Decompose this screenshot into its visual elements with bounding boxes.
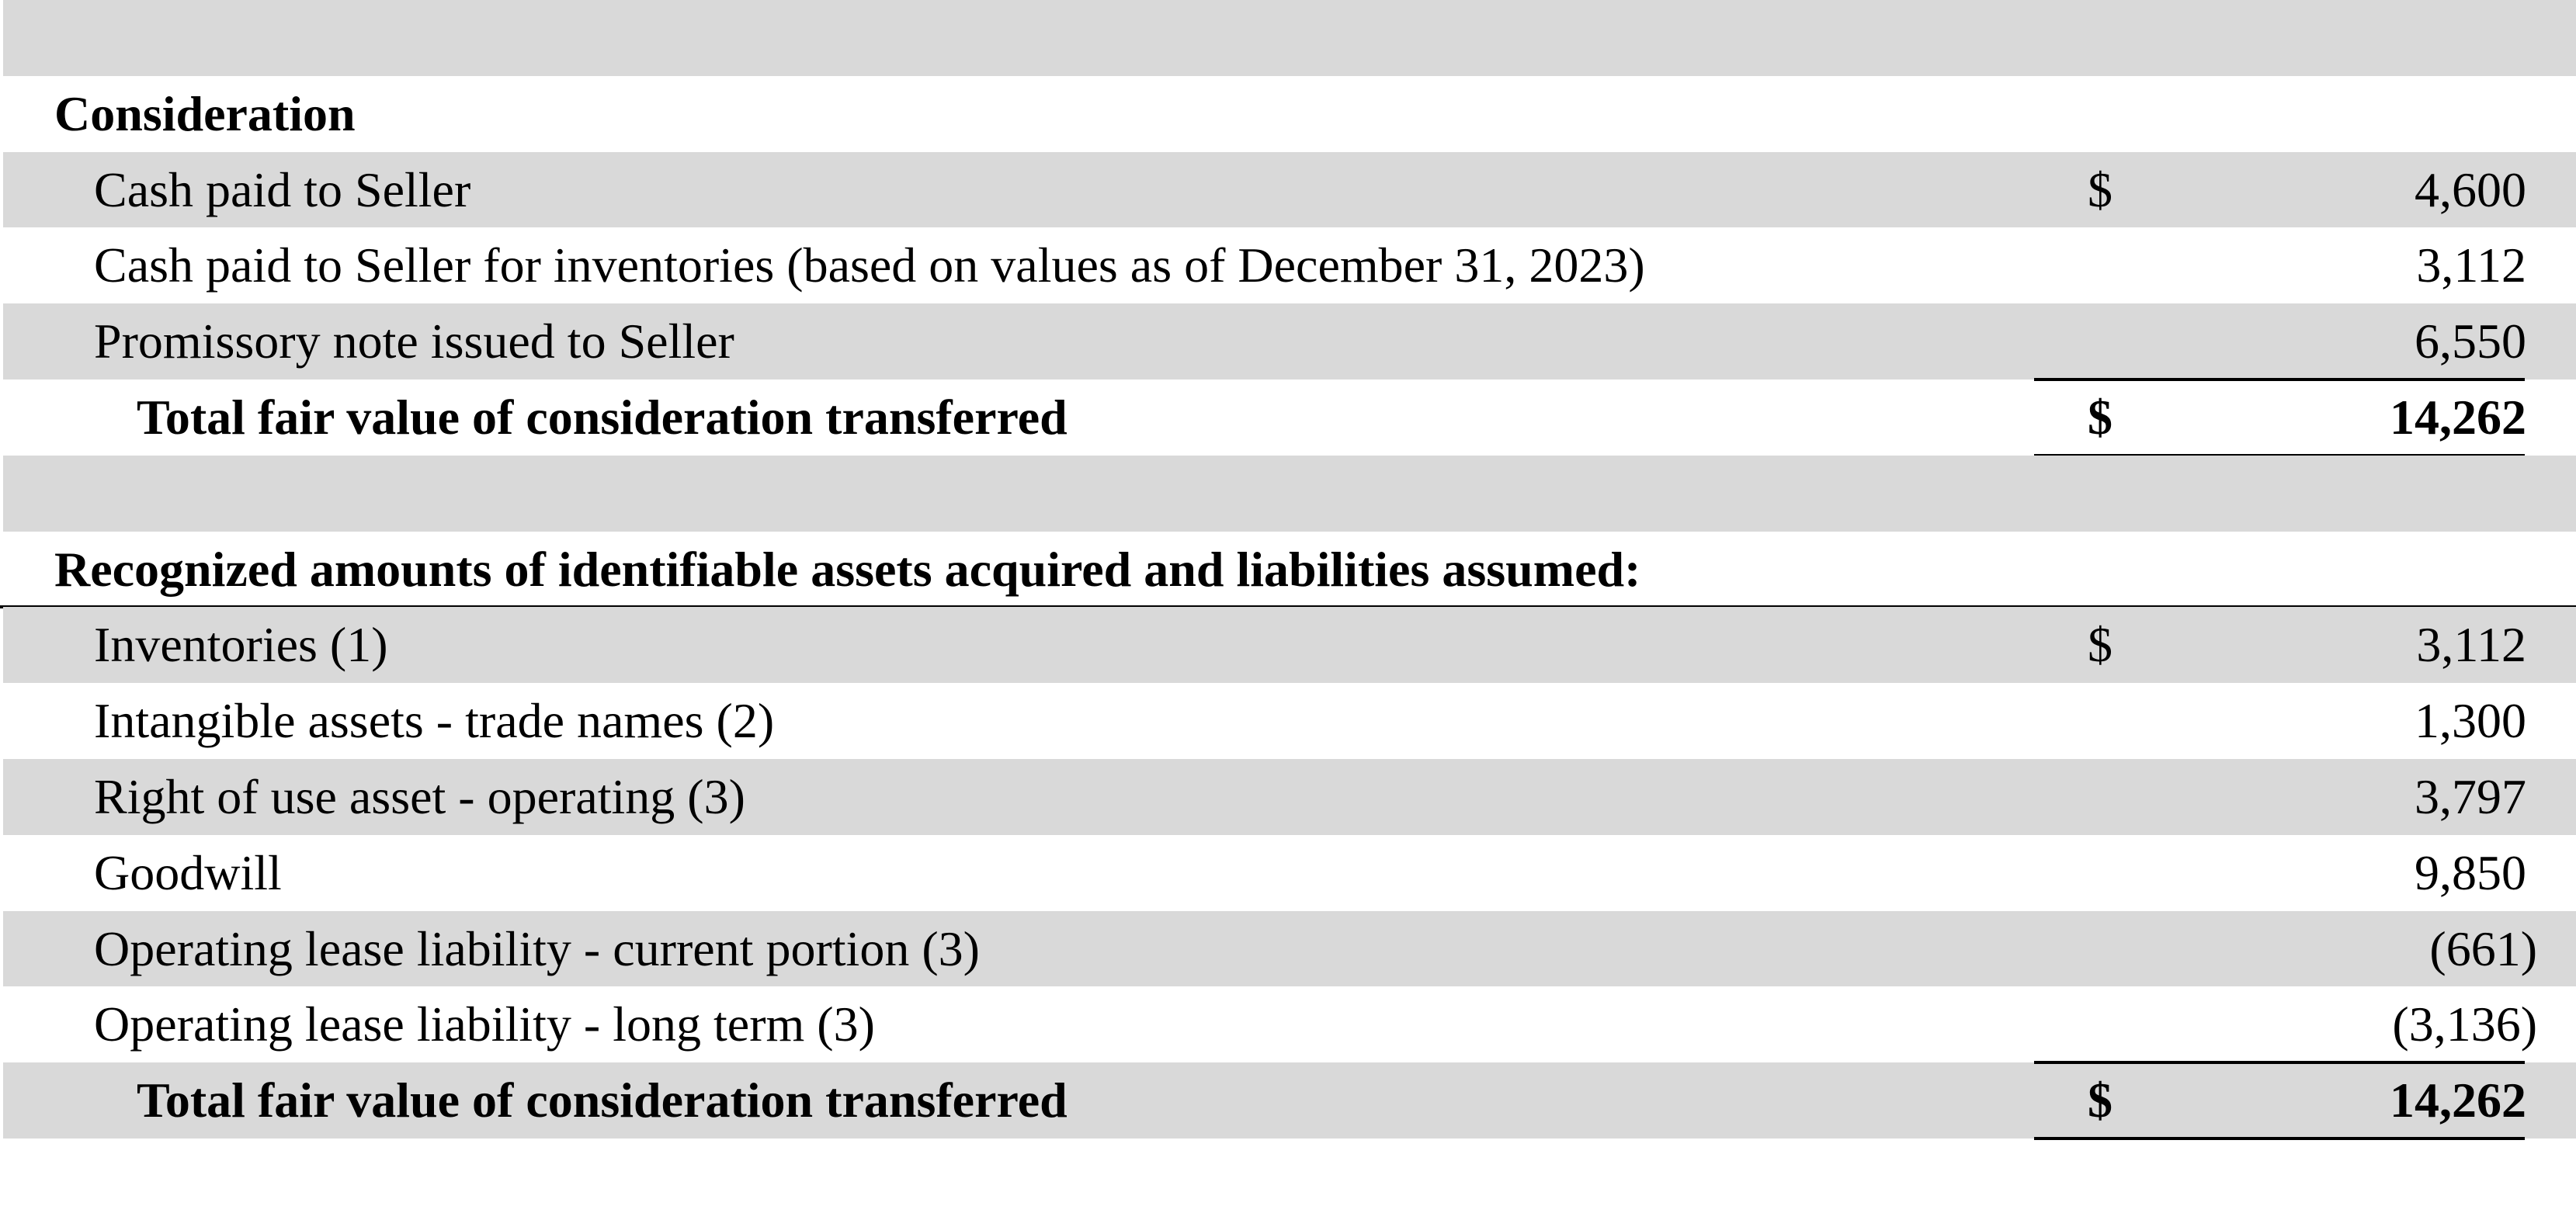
- row-label: Right of use asset - operating (3): [94, 769, 745, 824]
- amount: (3,136): [2392, 996, 2537, 1052]
- section-heading: Recognized amounts of identifiable asset…: [54, 542, 1641, 597]
- currency-symbol: $: [2088, 390, 2113, 445]
- table-row: Cash paid to Seller for inventories (bas…: [3, 227, 2576, 303]
- table-row: Consideration: [3, 76, 2576, 152]
- row-label: Operating lease liability - long term (3…: [94, 996, 875, 1052]
- amount: 3,112: [2416, 237, 2526, 293]
- table-row: Recognized amounts of identifiable asset…: [3, 532, 2576, 607]
- table-row: Total fair value of consideration transf…: [3, 1062, 2576, 1138]
- rule-line: [2034, 378, 2525, 381]
- total-label: Total fair value of consideration transf…: [137, 390, 1068, 445]
- section-heading: Consideration: [54, 86, 356, 141]
- amount: 3,797: [2415, 769, 2526, 824]
- amount: 4,600: [2415, 162, 2526, 217]
- table-row: [3, 0, 2576, 76]
- row-label: Promissory note issued to Seller: [94, 314, 734, 369]
- table-row: Total fair value of consideration transf…: [3, 379, 2576, 456]
- row-label: Cash paid to Seller: [94, 162, 471, 217]
- table-row: Operating lease liability - long term (3…: [3, 986, 2576, 1062]
- currency-symbol: $: [2088, 162, 2113, 217]
- table-row: Goodwill 9,850: [3, 835, 2576, 911]
- row-label: Operating lease liability - current port…: [94, 921, 980, 976]
- row-label: Inventories (1): [94, 617, 388, 672]
- table-row: Cash paid to Seller $4,600: [3, 152, 2576, 227]
- amount: 14,262: [2390, 1073, 2526, 1128]
- currency-symbol: $: [2088, 1073, 2113, 1128]
- row-label: Intangible assets - trade names (2): [94, 693, 775, 748]
- amount: 9,850: [2415, 845, 2526, 900]
- table-row: Intangible assets - trade names (2) 1,300: [3, 683, 2576, 759]
- table-row: Inventories (1) $3,112: [3, 607, 2576, 683]
- table-row: Right of use asset - operating (3) 3,797: [3, 759, 2576, 835]
- currency-symbol: $: [2088, 617, 2113, 672]
- amount: 3,112: [2416, 617, 2526, 672]
- total-label: Total fair value of consideration transf…: [137, 1073, 1068, 1128]
- amount: 6,550: [2415, 314, 2526, 369]
- amount: (661): [2429, 921, 2537, 976]
- row-label: Goodwill: [94, 845, 282, 900]
- table-row: Promissory note issued to Seller 6,550: [3, 303, 2576, 379]
- amount: 1,300: [2415, 693, 2526, 748]
- amount: 14,262: [2390, 390, 2526, 445]
- rule-line: [2034, 1137, 2525, 1140]
- rule-line: [2034, 1061, 2525, 1064]
- table-row: [3, 456, 2576, 532]
- row-label: Cash paid to Seller for inventories (bas…: [94, 237, 1645, 293]
- table-row: Operating lease liability - current port…: [3, 911, 2576, 986]
